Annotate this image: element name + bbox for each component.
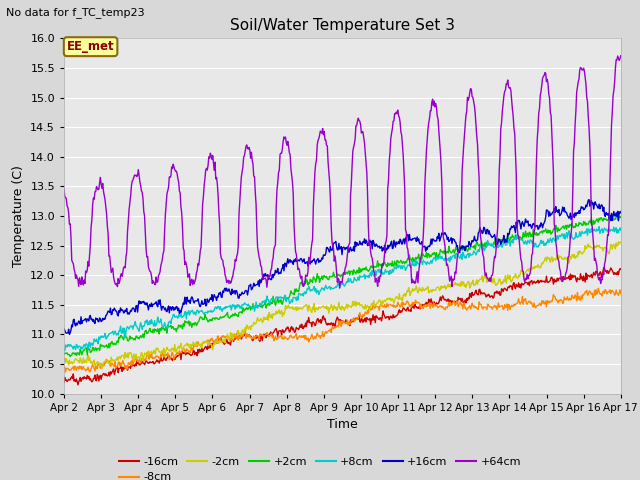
- Line: +8cm: +8cm: [64, 227, 621, 350]
- +64cm: [617, 53, 625, 59]
- -2cm: [617, 239, 625, 245]
- +64cm: [428, 108, 435, 114]
- +2cm: [617, 214, 625, 219]
- +16cm: [617, 209, 625, 215]
- +64cm: [70, 266, 78, 272]
- -2cm: [70, 359, 78, 365]
- -2cm: [98, 365, 106, 371]
- -8cm: [61, 369, 69, 375]
- +64cm: [336, 285, 344, 291]
- +16cm: [411, 235, 419, 241]
- -16cm: [428, 296, 435, 302]
- Title: Soil/Water Temperature Set 3: Soil/Water Temperature Set 3: [230, 18, 455, 33]
- -16cm: [60, 380, 68, 385]
- +8cm: [428, 258, 435, 264]
- Line: +2cm: +2cm: [64, 216, 621, 357]
- -2cm: [428, 287, 435, 293]
- +2cm: [60, 352, 68, 358]
- Line: +16cm: +16cm: [64, 200, 621, 335]
- -2cm: [411, 288, 419, 293]
- -16cm: [185, 350, 193, 356]
- Line: -2cm: -2cm: [64, 242, 621, 368]
- Line: -8cm: -8cm: [64, 288, 621, 372]
- -8cm: [411, 300, 419, 306]
- +16cm: [428, 236, 435, 242]
- -8cm: [185, 348, 193, 354]
- Text: EE_met: EE_met: [67, 40, 115, 53]
- X-axis label: Time: Time: [327, 418, 358, 431]
- +8cm: [595, 224, 603, 229]
- -2cm: [614, 239, 622, 245]
- +8cm: [214, 303, 222, 309]
- -8cm: [71, 363, 79, 369]
- Text: No data for f_TC_temp23: No data for f_TC_temp23: [6, 7, 145, 18]
- +16cm: [65, 332, 73, 337]
- +2cm: [185, 318, 193, 324]
- +2cm: [67, 354, 74, 360]
- -8cm: [214, 333, 222, 339]
- +2cm: [613, 213, 621, 218]
- +64cm: [184, 275, 192, 280]
- +2cm: [411, 257, 419, 263]
- +16cm: [185, 299, 193, 305]
- +8cm: [185, 308, 193, 313]
- +2cm: [128, 335, 136, 341]
- +8cm: [128, 323, 136, 329]
- -16cm: [411, 301, 419, 307]
- -2cm: [128, 355, 136, 361]
- +2cm: [214, 316, 222, 322]
- -16cm: [600, 265, 607, 271]
- Line: -16cm: -16cm: [64, 268, 621, 385]
- -8cm: [595, 286, 602, 291]
- -16cm: [214, 340, 222, 346]
- -16cm: [70, 378, 78, 384]
- -2cm: [185, 341, 193, 347]
- -8cm: [617, 291, 625, 297]
- -8cm: [60, 363, 68, 369]
- +16cm: [214, 294, 222, 300]
- +16cm: [128, 306, 136, 312]
- -16cm: [128, 363, 136, 369]
- +8cm: [617, 228, 625, 233]
- +2cm: [71, 351, 79, 357]
- +8cm: [60, 346, 68, 352]
- -16cm: [74, 382, 82, 388]
- -2cm: [60, 358, 68, 363]
- +8cm: [61, 348, 68, 353]
- -16cm: [617, 266, 625, 272]
- +64cm: [214, 181, 221, 187]
- +16cm: [585, 197, 593, 203]
- Line: +64cm: +64cm: [64, 56, 621, 288]
- +16cm: [71, 322, 79, 327]
- +16cm: [60, 326, 68, 332]
- +8cm: [71, 344, 79, 350]
- -8cm: [428, 301, 435, 307]
- -8cm: [128, 358, 136, 363]
- +64cm: [60, 186, 68, 192]
- -2cm: [214, 338, 222, 344]
- +64cm: [411, 280, 419, 286]
- Y-axis label: Temperature (C): Temperature (C): [12, 165, 25, 267]
- +2cm: [428, 254, 435, 260]
- Legend: -16cm, -8cm, -2cm, +2cm, +8cm, +16cm, +64cm: -16cm, -8cm, -2cm, +2cm, +8cm, +16cm, +6…: [115, 453, 525, 480]
- +64cm: [127, 183, 135, 189]
- +8cm: [411, 263, 419, 269]
